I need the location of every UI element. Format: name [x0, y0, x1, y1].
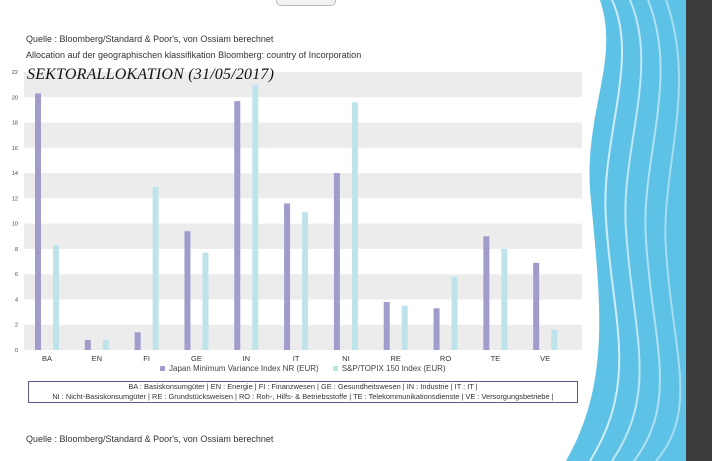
- bar-ni-series2: [351, 102, 358, 350]
- wave-line-4: [655, 0, 682, 461]
- x-tick-label: IN: [243, 354, 251, 363]
- legend-label-series2: S&P/TOPIX 150 Index (EUR): [341, 364, 446, 373]
- x-tick-label: BA: [42, 354, 52, 363]
- y-tick-label: 2: [15, 323, 18, 329]
- y-tick-label: 4: [15, 297, 18, 303]
- abbreviation-line-1: BA : Basiskonsumgüter | EN : Energie | F…: [128, 382, 478, 391]
- x-tick-label: EN: [92, 354, 102, 363]
- legend-swatch-series2: [332, 366, 338, 371]
- legend-item-series1: Japan Minimum Variance Index NR (EUR): [160, 364, 319, 373]
- chart-legend: Japan Minimum Variance Index NR (EUR) S&…: [160, 364, 460, 373]
- wave-line-1: [589, 0, 624, 461]
- chart-bars: [35, 84, 558, 351]
- y-tick-label: 22: [12, 70, 18, 76]
- window-tab: [276, 0, 336, 6]
- bar-ba-series2: [53, 245, 59, 350]
- bar-ni-series1: [333, 173, 340, 350]
- bar-in-series2: [252, 84, 259, 351]
- y-tick-label: 12: [12, 196, 18, 202]
- bar-fi-series2: [152, 186, 159, 350]
- bar-te-series1: [483, 236, 490, 350]
- bar-ge-series2: [202, 252, 209, 350]
- bar-re-series2: [401, 305, 408, 350]
- bar-ve-series1: [533, 262, 540, 350]
- y-tick-label: 14: [12, 171, 18, 177]
- bar-ro-series2: [451, 276, 458, 350]
- legend-swatch-series1: [160, 366, 165, 371]
- y-tick-label: 16: [12, 146, 18, 152]
- legend-item-series2: S&P/TOPIX 150 Index (EUR): [332, 364, 446, 373]
- bar-ge-series1: [184, 231, 191, 350]
- source-note-bottom: Quelle : Bloomberg/Standard & Poor's, vo…: [26, 434, 274, 444]
- wave-line-3: [633, 0, 662, 461]
- bar-en-series2: [102, 339, 109, 350]
- x-tick-label: GE: [191, 354, 202, 363]
- bar-ro-series1: [433, 308, 440, 350]
- bar-fi-series1: [134, 332, 141, 350]
- y-tick-label: 10: [12, 222, 18, 228]
- chart-title: SEKTORALLOKATION (31/05/2017): [27, 66, 275, 83]
- x-tick-label: FI: [143, 354, 150, 363]
- x-tick-label: RO: [440, 354, 451, 363]
- y-tick-label: 6: [15, 272, 18, 278]
- bar-en-series1: [84, 339, 91, 350]
- bar-ve-series2: [551, 329, 558, 350]
- wave-line-2: [611, 0, 643, 461]
- source-note-top: Quelle : Bloomberg/Standard & Poor's, vo…: [26, 34, 274, 44]
- y-tick-label: 0: [15, 348, 18, 354]
- abbreviation-box: BA : Basiskonsumgüter | EN : Energie | F…: [28, 381, 578, 403]
- x-axis-labels: BA EN FI GE IN IT NI RE RO TE VE: [42, 354, 550, 363]
- bar-it-series2: [302, 212, 309, 350]
- x-tick-label: VE: [540, 354, 550, 363]
- legend-label-series1: Japan Minimum Variance Index NR (EUR): [169, 364, 319, 373]
- y-tick-label: 8: [15, 247, 18, 253]
- x-tick-label: RE: [391, 354, 401, 363]
- x-tick-label: TE: [491, 354, 501, 363]
- grid-band: [24, 122, 582, 148]
- abbreviation-line-2: NI : Nicht-Basiskonsumgüter | RE : Grund…: [52, 392, 554, 401]
- grid-band: [24, 173, 582, 199]
- grid-band: [24, 72, 582, 98]
- bar-re-series1: [383, 301, 390, 350]
- bar-te-series2: [501, 248, 508, 350]
- x-tick-label: IT: [293, 354, 300, 363]
- bar-it-series1: [284, 203, 291, 350]
- allocation-note: Allocation auf der geographischen klassi…: [26, 50, 362, 60]
- x-tick-label: NI: [342, 354, 350, 363]
- y-tick-label: 18: [12, 121, 18, 127]
- y-tick-label: 20: [12, 95, 18, 101]
- y-axis-ticks: 0 2 4 6 8 10 12 14 16 18 20 22: [12, 70, 18, 354]
- bar-in-series1: [234, 101, 241, 351]
- bar-ba-series1: [35, 93, 41, 351]
- dark-side-strip: [686, 0, 712, 461]
